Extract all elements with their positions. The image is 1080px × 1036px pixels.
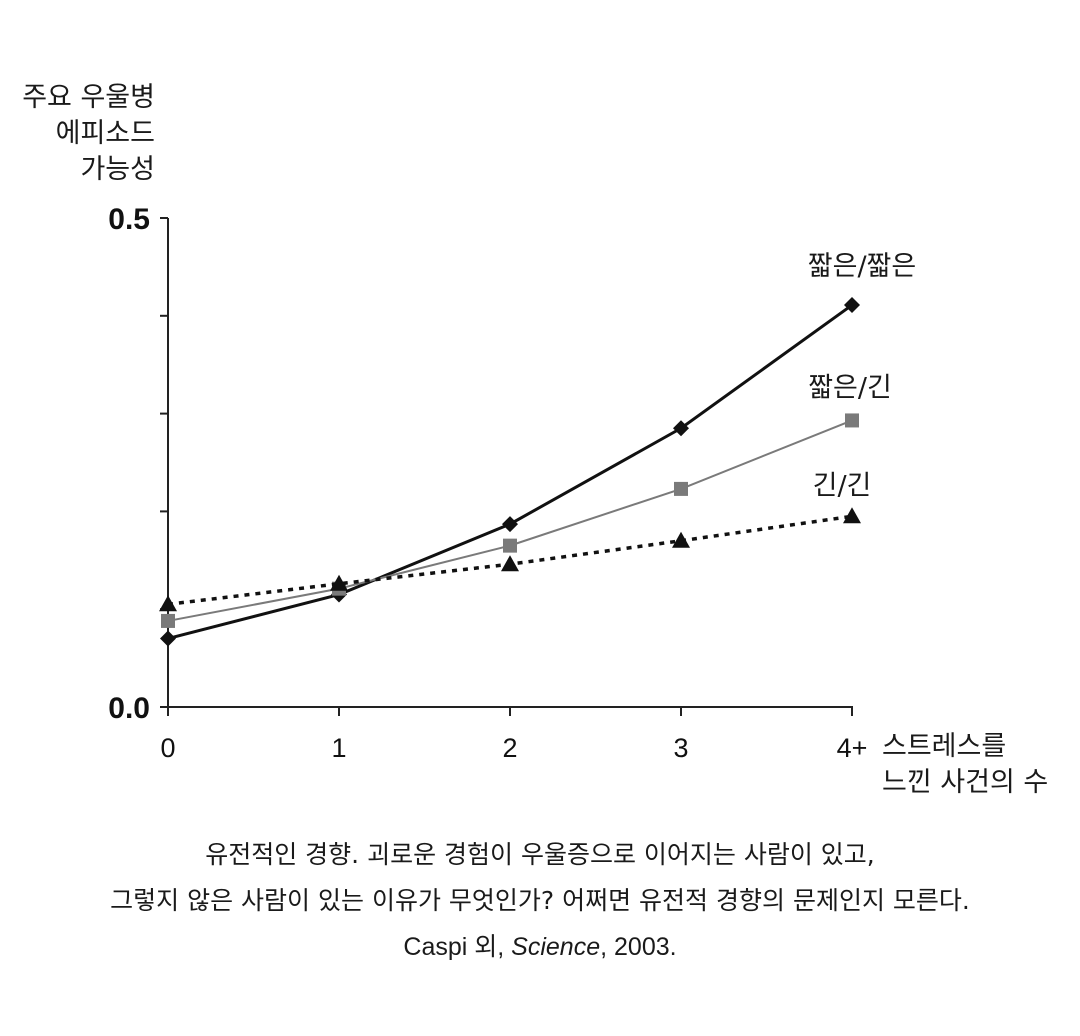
series-label: 짧은/긴 [808,372,892,403]
data-point-diamond [673,420,689,437]
x-axis-label-line: 스트레스를 [882,731,1006,762]
data-point-square [503,538,517,553]
data-point-diamond [844,297,860,314]
y-ticks: 0.0 0.5 [108,203,168,725]
data-point-triangle [330,574,348,591]
data-point-square [845,413,859,428]
x-tick-label: 1 [331,733,346,763]
caption: 유전적인 경향. 괴로운 경험이 우울증으로 이어지는 사람이 있고, 그렇지 … [0,832,1080,970]
caption-line: 그렇지 않은 사람이 있는 이유가 무엇인가? 어쩌면 유전적 경향의 문제인지… [110,886,970,915]
source-journal: Science [511,933,601,961]
data-point-triangle [159,595,177,612]
data-point-diamond [502,516,518,533]
y-tick-label: 0.0 [108,692,150,725]
x-tick-label: 3 [673,733,688,763]
y-axis-label-line: 주요 우울병 [22,82,155,113]
source-authors: Caspi 외, [403,933,512,961]
data-point-square [161,613,175,628]
data-point-square [674,481,688,496]
series-label: 긴/긴 [813,470,872,501]
x-axis-label-line: 느낀 사건의 수 [882,767,1048,798]
data-point-triangle [672,531,690,548]
y-tick-label: 0.5 [108,203,150,236]
x-tick-label: 2 [502,733,517,763]
source-year: , 2003. [600,933,677,961]
source-citation: Caspi 외, Science, 2003. [0,924,1080,970]
series-line [167,303,853,640]
series-label: 짧은/짧은 [808,251,916,282]
x-tick-label: 4+ [837,733,868,763]
caption-line: 유전적인 경향. 괴로운 경험이 우울증으로 이어지는 사람이 있고, [205,840,875,869]
y-axis-label-line: 에피소드 [56,118,155,149]
chart: 주요 우울병 에피소드 가능성 0.0 0.5 0 1 2 3 4+ 짧은/짧은짧은/긴긴… [22,82,1048,798]
data-point-diamond [160,630,176,647]
y-axis-label-line: 가능성 [80,154,155,185]
data-point-triangle [843,507,861,524]
x-ticks: 0 1 2 3 4+ [160,707,867,763]
data-point-triangle [501,555,519,572]
x-tick-label: 0 [160,733,175,763]
